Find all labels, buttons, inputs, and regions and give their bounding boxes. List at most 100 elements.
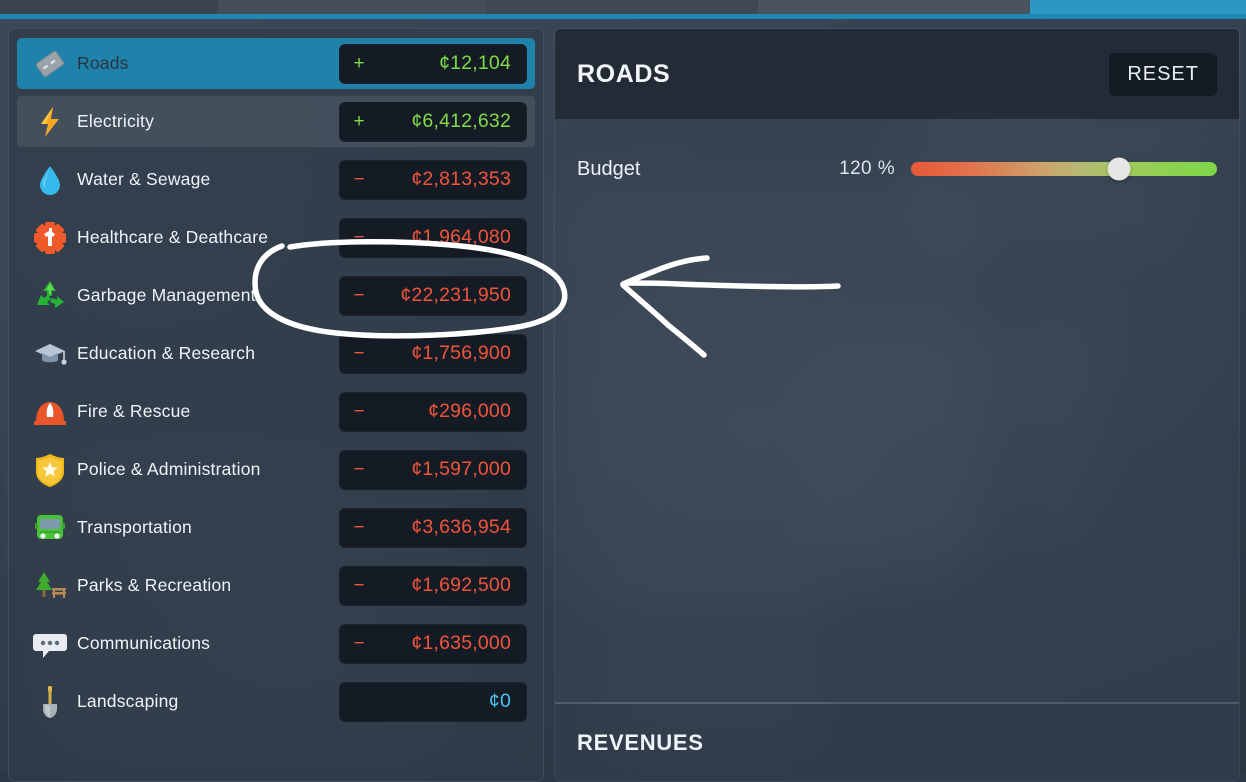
budget-slider-row: Budget 120 % <box>577 151 1217 187</box>
amount-sign: − <box>353 168 365 190</box>
budget-amount-pill: − ¢1,964,080 <box>339 217 527 258</box>
graduation-cap-icon <box>35 343 67 365</box>
section-divider <box>555 702 1239 704</box>
police-badge-icon <box>27 450 73 490</box>
amount-value: ¢1,692,500 <box>411 574 511 596</box>
budget-percent-value: 120 % <box>839 158 895 179</box>
amount-value: ¢6,412,632 <box>411 110 511 132</box>
budget-row-label: Healthcare & Deathcare <box>77 227 269 247</box>
medical-icon <box>27 218 73 258</box>
reset-button[interactable]: RESET <box>1109 52 1217 96</box>
amount-value: ¢1,597,000 <box>411 458 511 480</box>
shovel-icon <box>27 682 73 722</box>
budget-amount-pill: − ¢2,813,353 <box>339 159 527 200</box>
park-tree-bench-icon <box>27 566 73 606</box>
budget-row-parks-recreation[interactable]: Parks & Recreation − ¢1,692,500 <box>17 560 535 611</box>
budget-row-label: Garbage Management <box>77 285 256 305</box>
road-icon <box>27 44 73 84</box>
water-drop-icon <box>40 165 60 195</box>
budget-row-fire-rescue[interactable]: Fire & Rescue − ¢296,000 <box>17 386 535 437</box>
budget-row-label: Landscaping <box>77 691 179 711</box>
speech-bubble-icon <box>27 624 73 664</box>
shovel-icon <box>43 685 57 718</box>
amount-value: ¢1,756,900 <box>411 342 511 364</box>
amount-value: ¢12,104 <box>439 52 511 74</box>
amount-sign: − <box>353 226 365 248</box>
amount-value: ¢0 <box>488 690 511 712</box>
budget-row-garbage-management[interactable]: Garbage Management − ¢22,231,950 <box>17 270 535 321</box>
fire-helmet-icon <box>27 392 73 432</box>
budget-row-label: Transportation <box>77 517 192 537</box>
lightning-icon <box>27 102 73 142</box>
road-icon <box>35 50 65 77</box>
budget-slider-thumb[interactable] <box>1107 157 1131 181</box>
amount-value: ¢296,000 <box>428 400 511 422</box>
budget-row-label: Communications <box>77 633 211 653</box>
tab-2[interactable] <box>486 0 758 18</box>
budget-amount-pill: ¢0 <box>339 681 527 722</box>
budget-row-label: Parks & Recreation <box>77 575 232 595</box>
amount-value: ¢3,636,954 <box>411 516 511 538</box>
budget-row-label: Water & Sewage <box>77 169 211 189</box>
water-drop-icon <box>27 160 73 200</box>
top-tab-strip[interactable] <box>0 0 1246 18</box>
amount-value: ¢2,813,353 <box>411 168 511 190</box>
category-detail-panel: ROADS RESET Budget 120 % REVENUES <box>554 28 1240 782</box>
speech-bubble-icon <box>33 633 67 658</box>
amount-value: ¢1,635,000 <box>411 632 511 654</box>
budget-row-electricity[interactable]: Electricity + ¢6,412,632 <box>17 96 535 147</box>
amount-sign: − <box>353 284 365 306</box>
budget-label: Budget <box>577 157 641 180</box>
budget-amount-pill: + ¢12,104 <box>339 43 527 84</box>
budget-row-education-research[interactable]: Education & Research − ¢1,756,900 <box>17 328 535 379</box>
budget-amount-pill: − ¢3,636,954 <box>339 507 527 548</box>
tab-1[interactable] <box>218 0 486 18</box>
budget-row-communications[interactable]: Communications − ¢1,635,000 <box>17 618 535 669</box>
amount-sign: − <box>353 458 365 480</box>
amount-value: ¢1,964,080 <box>411 226 511 248</box>
detail-header: ROADS RESET <box>555 29 1239 119</box>
amount-sign: − <box>353 574 365 596</box>
bus-icon <box>27 508 73 548</box>
budget-row-label: Education & Research <box>77 343 256 363</box>
tab-0[interactable] <box>0 0 218 18</box>
budget-row-label: Fire & Rescue <box>77 401 191 421</box>
budget-category-list: Roads + ¢12,104 Electricity + ¢6,412,632 Wat… <box>17 38 535 734</box>
budget-amount-pill: − ¢1,692,500 <box>339 565 527 606</box>
amount-sign: − <box>353 516 365 538</box>
detail-body: Budget 120 % <box>555 119 1239 702</box>
budget-row-healthcare-deathcare[interactable]: Healthcare & Deathcare − ¢1,964,080 <box>17 212 535 263</box>
amount-sign: + <box>353 110 365 132</box>
budget-row-water-sewage[interactable]: Water & Sewage − ¢2,813,353 <box>17 154 535 205</box>
tab-4-active[interactable] <box>1030 0 1246 18</box>
amount-sign: − <box>353 342 365 364</box>
budget-amount-pill: − ¢296,000 <box>339 391 527 432</box>
budget-row-roads[interactable]: Roads + ¢12,104 <box>17 38 535 89</box>
tab-underline <box>0 14 1246 19</box>
amount-sign: − <box>353 632 365 654</box>
budget-amount-pill: − ¢22,231,950 <box>339 275 527 316</box>
budget-amount-pill: + ¢6,412,632 <box>339 101 527 142</box>
budget-amount-pill: − ¢1,635,000 <box>339 623 527 664</box>
budget-row-transportation[interactable]: Transportation − ¢3,636,954 <box>17 502 535 553</box>
lightning-icon <box>41 106 59 137</box>
budget-slider[interactable] <box>911 157 1217 181</box>
amount-sign: + <box>353 52 365 74</box>
budget-category-panel: Roads + ¢12,104 Electricity + ¢6,412,632 Wat… <box>8 28 544 782</box>
tab-3[interactable] <box>758 0 1030 18</box>
page-title: ROADS <box>577 59 671 88</box>
revenues-section: REVENUES <box>555 704 1239 781</box>
fire-helmet-icon <box>34 401 66 425</box>
recycle-icon <box>27 276 73 316</box>
amount-sign: − <box>353 400 365 422</box>
police-badge-icon <box>36 453 64 487</box>
park-tree-bench-icon <box>36 571 66 598</box>
budget-amount-pill: − ¢1,597,000 <box>339 449 527 490</box>
budget-amount-pill: − ¢1,756,900 <box>339 333 527 374</box>
budget-row-police-administration[interactable]: Police & Administration − ¢1,597,000 <box>17 444 535 495</box>
recycle-icon <box>37 280 64 308</box>
budget-row-landscaping[interactable]: Landscaping ¢0 <box>17 676 535 727</box>
revenues-title: REVENUES <box>577 729 704 755</box>
budget-row-label: Electricity <box>77 111 155 131</box>
bus-icon <box>35 514 65 539</box>
